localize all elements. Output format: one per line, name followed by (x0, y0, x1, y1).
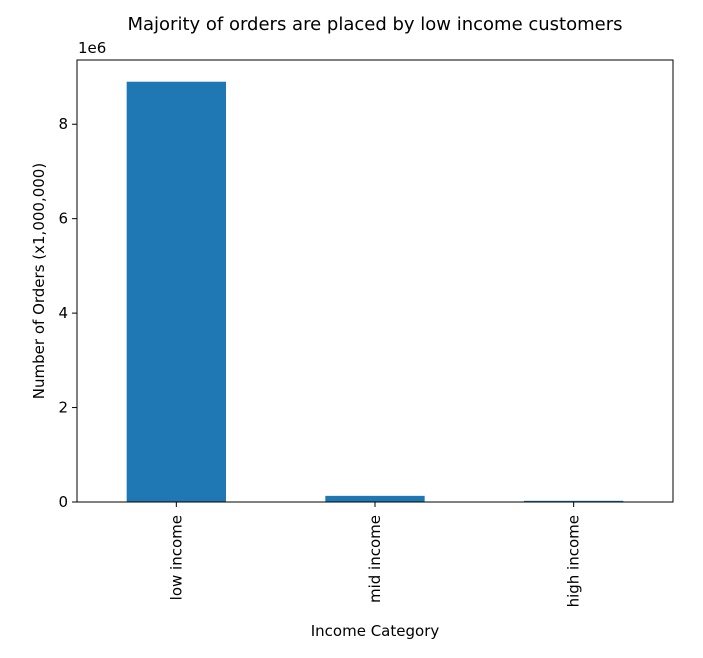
y-tick-label: 2 (58, 399, 68, 417)
y-tick-label: 4 (58, 304, 68, 322)
y-tick-label: 0 (58, 493, 68, 511)
y-axis-offset-label: 1e6 (78, 39, 106, 57)
bar-low-income (126, 81, 226, 502)
bars-group (126, 81, 624, 502)
x-tick-label: mid income (366, 515, 384, 603)
x-tick-label: high income (565, 515, 583, 607)
x-ticks-group: low income mid income high income (167, 502, 583, 607)
chart-title: Majority of orders are placed by low inc… (127, 14, 622, 35)
x-axis-label: Income Category (311, 622, 440, 640)
y-tick-label: 8 (58, 115, 68, 133)
bar-mid-income (325, 495, 425, 502)
y-axis-label: Number of Orders (x1,000,000) (30, 163, 48, 399)
y-ticks-group: 0 2 4 6 8 (58, 115, 77, 511)
x-tick-label: low income (167, 515, 185, 600)
bar-high-income (524, 500, 624, 502)
y-tick-label: 6 (58, 210, 68, 228)
